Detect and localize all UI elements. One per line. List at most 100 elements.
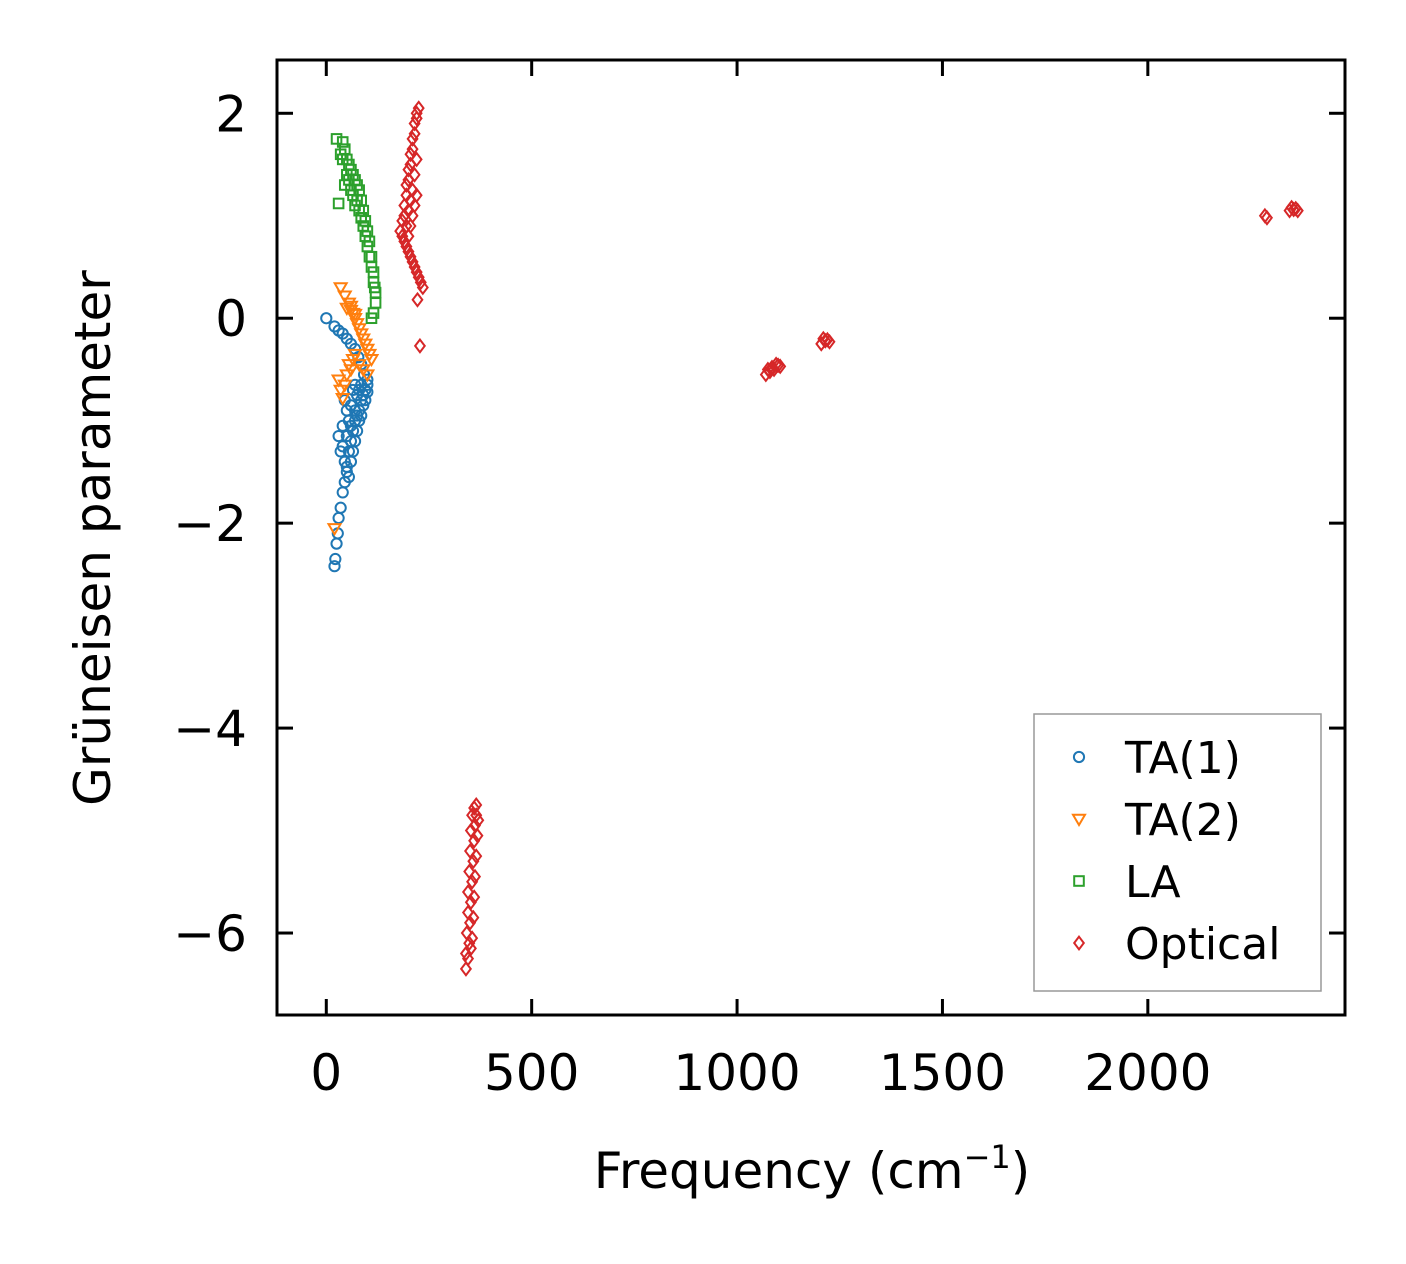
data-point-ta2 [332, 282, 349, 296]
data-point-ta1 [344, 419, 358, 432]
x-tick-label: 0 [310, 1044, 342, 1102]
data-point-la [365, 312, 378, 325]
data-point-optical [471, 827, 484, 844]
data-point-optical [819, 332, 832, 349]
data-point-optical [406, 130, 419, 147]
y-tick-label: −2 [173, 495, 247, 553]
data-point-ta1 [334, 501, 347, 514]
data-point-optical [402, 161, 415, 178]
y-axis-label: Grüneisen parameter [64, 270, 122, 806]
data-point-optical [406, 141, 419, 158]
data-point-optical [464, 940, 477, 957]
data-point-optical [408, 115, 421, 132]
data-point-optical [461, 950, 475, 967]
y-tick-label: −4 [173, 700, 247, 758]
data-point-ta2 [347, 348, 363, 363]
x-tick-label: 2000 [1084, 1044, 1211, 1102]
x-axis-label: Frequency (cm−1) [594, 1138, 1031, 1200]
data-point-optical [470, 848, 483, 865]
axis-tick-labels: 0 500 1000 1500 2000 2 0 −2 −4 −6 [173, 85, 1211, 1102]
data-point-ta2 [359, 369, 376, 383]
x-tick-label: 1000 [673, 1044, 800, 1102]
data-point-optical [468, 868, 482, 885]
data-point-la [353, 204, 365, 217]
data-point-la [365, 261, 378, 273]
data-point-optical [763, 363, 776, 380]
data-point-optical [410, 187, 423, 204]
legend-label: LA [1125, 857, 1181, 908]
data-point-la [336, 153, 349, 166]
data-point-optical [468, 889, 481, 906]
data-point-optical [414, 274, 427, 291]
data-point-optical [467, 853, 480, 870]
data-point-ta2 [343, 364, 359, 378]
data-point-optical [466, 873, 479, 890]
legend-label: TA(1) [1124, 733, 1241, 784]
data-point-optical [406, 207, 419, 224]
data-point-optical [464, 843, 477, 860]
data-point-optical [459, 960, 473, 977]
data-point-optical [1260, 209, 1274, 226]
data-point-optical [464, 914, 477, 931]
data-point-optical [759, 366, 772, 383]
data-point-optical [402, 228, 415, 245]
data-point-optical [470, 796, 483, 813]
data-point-ta1 [342, 470, 355, 484]
data-point-optical [416, 279, 429, 296]
data-point-la [330, 133, 343, 145]
data-point-optical [774, 358, 787, 375]
data-point-ta1 [336, 419, 349, 432]
data-point-optical [408, 197, 421, 214]
data-point-optical [412, 100, 425, 117]
data-point-optical [823, 333, 836, 350]
data-point-ta1 [320, 312, 333, 325]
x-tick-label: 1500 [879, 1044, 1006, 1102]
data-point-ta1 [355, 378, 368, 391]
data-point-ta1 [329, 552, 342, 566]
data-point-optical [398, 233, 411, 250]
data-point-ta1 [332, 511, 345, 525]
data-point-optical [406, 253, 419, 270]
data-point-ta1 [330, 537, 343, 550]
legend-label: TA(2) [1124, 795, 1241, 846]
data-point-ta1 [336, 486, 349, 499]
data-point-optical [410, 264, 423, 281]
data-point-optical [413, 337, 427, 354]
x-axis-label-superscript: −1 [964, 1138, 1011, 1176]
data-point-optical [404, 146, 417, 163]
y-tick-label: 0 [215, 290, 247, 348]
data-point-optical [470, 807, 483, 824]
data-point-ta1 [336, 440, 349, 453]
data-point-optical [464, 894, 477, 911]
data-points [320, 100, 1304, 977]
data-point-ta1 [348, 404, 362, 417]
data-point-optical [411, 291, 424, 308]
data-point-ta1 [340, 429, 353, 443]
data-point-ta2 [334, 392, 351, 407]
data-point-ta1 [328, 560, 341, 573]
legend-marker [1073, 875, 1085, 887]
legend: TA(1) TA(2) LA Optical [1033, 713, 1322, 992]
data-point-ta2 [347, 308, 363, 323]
data-point-optical [408, 259, 421, 275]
data-point-optical [412, 269, 425, 286]
data-point-optical [472, 812, 485, 829]
legend-marker [1071, 813, 1087, 827]
data-point-la [369, 297, 382, 309]
data-point-ta2 [343, 300, 359, 314]
data-point-optical [400, 177, 413, 193]
data-point-optical [468, 832, 481, 849]
data-point-la [355, 212, 368, 224]
data-point-optical [404, 248, 417, 265]
data-point-optical [463, 935, 476, 952]
data-point-optical [408, 166, 421, 183]
legend-label: Optical [1125, 919, 1280, 970]
legend-marker [1072, 935, 1086, 951]
data-point-optical [410, 151, 423, 168]
data-point-optical [467, 909, 480, 926]
data-point-ta2 [326, 523, 343, 537]
data-point-optical [1287, 201, 1300, 218]
data-point-optical [400, 238, 413, 255]
x-tick-label: 500 [484, 1044, 579, 1102]
